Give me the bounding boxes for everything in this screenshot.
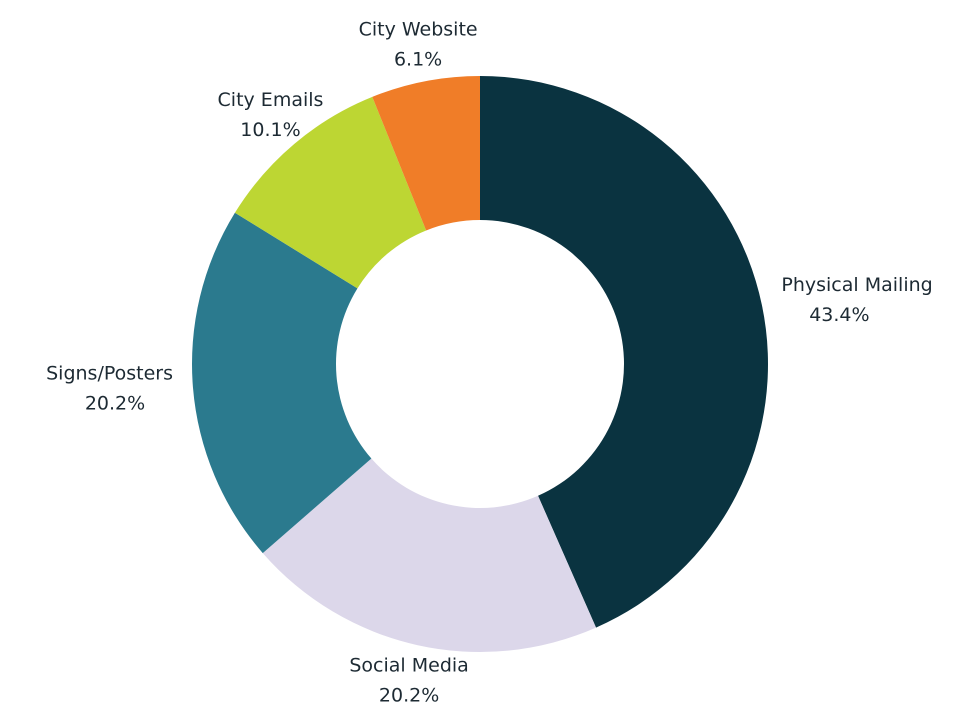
slice-label: City Website	[359, 18, 478, 40]
slice-value-label: 10.1%	[240, 119, 300, 141]
donut-slice	[192, 212, 372, 554]
donut-slice	[262, 458, 597, 652]
donut-slice	[480, 76, 769, 628]
donut-slice	[234, 96, 427, 289]
slice-label: City Emails	[218, 89, 324, 111]
slice-value-label: 43.4%	[809, 304, 869, 326]
slice-label: Signs/Posters	[46, 363, 173, 385]
slice-value-label: 20.2%	[379, 685, 439, 707]
slice-label: Physical Mailing	[781, 274, 932, 296]
slice-value-label: 20.2%	[85, 393, 145, 415]
donut-slice	[372, 76, 480, 231]
slice-value-label: 6.1%	[394, 48, 442, 70]
slice-label: Social Media	[349, 655, 468, 677]
